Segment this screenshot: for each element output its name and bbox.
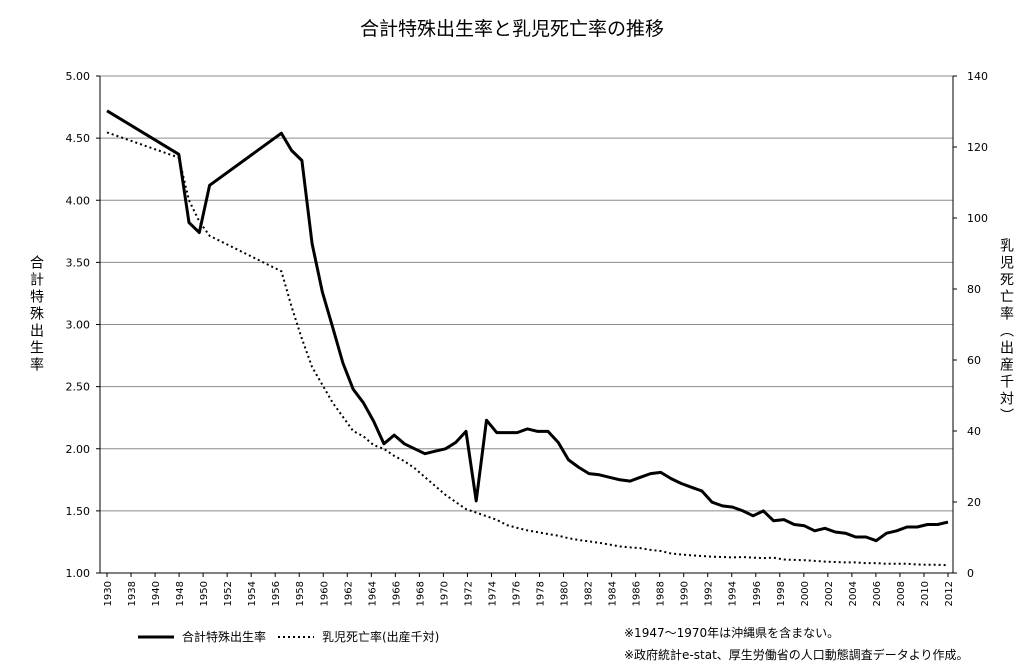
y-axis-right-ticks: 0 20 40 60 80 100 120 140 (953, 70, 988, 580)
x-tick-label: 1958 (295, 581, 306, 606)
x-tick-label: 1994 (728, 581, 739, 606)
y-axis-right-label: 乳児死亡率（出産千対） (998, 238, 1014, 425)
x-tick-label: 1998 (776, 581, 787, 606)
x-tick-label: 1990 (680, 581, 691, 606)
y-left-tick-label: 3.00 (66, 319, 91, 332)
notes: ※1947～1970年は沖縄県を含まない。 ※政府統計e-stat、厚生労働省の… (624, 622, 969, 666)
x-tick-label: 1970 (439, 581, 450, 606)
x-tick-label: 1966 (391, 581, 402, 606)
x-tick-label: 1952 (223, 581, 234, 606)
x-tick-label: 1980 (560, 581, 571, 606)
y-right-tick-label: 100 (967, 212, 988, 225)
y-left-tick-label: 3.50 (66, 256, 91, 269)
y-left-tick-label: 1.50 (66, 505, 91, 518)
x-tick-label: 2002 (824, 581, 835, 606)
x-tick-label: 2000 (800, 581, 811, 606)
legend-swatch-dotted (278, 635, 314, 638)
note-line: ※1947～1970年は沖縄県を含まない。 (624, 626, 840, 640)
y-right-tick-label: 140 (967, 70, 988, 83)
y-right-tick-label: 60 (967, 354, 981, 367)
y-right-tick-label: 0 (967, 567, 974, 580)
legend-swatch-solid (138, 635, 174, 638)
x-tick-label: 1992 (704, 581, 715, 606)
y-left-tick-label: 5.00 (66, 70, 91, 83)
y-left-tick-label: 1.00 (66, 567, 91, 580)
series-line-imr (106, 131, 949, 567)
legend-item-imr: 乳児死亡率(出産千対) (278, 628, 439, 645)
y-right-tick-label: 80 (967, 283, 981, 296)
note-line: ※政府統計e-stat、厚生労働省の人口動態調査データより作成。 (624, 648, 969, 662)
x-tick-label: 1938 (127, 581, 138, 606)
x-tick-label: 1978 (536, 581, 547, 606)
y-left-tick-label: 4.50 (66, 132, 91, 145)
x-tick-label: 1962 (343, 581, 354, 606)
x-tick-label: 1948 (175, 581, 186, 606)
series-lines (106, 109, 949, 567)
chart-title: 合計特殊出生率と乳児死亡率の推移 (359, 18, 664, 40)
x-tick-label: 1972 (463, 581, 474, 606)
x-tick-label: 1968 (415, 581, 426, 606)
x-tick-label: 2012 (944, 581, 955, 606)
x-tick-label: 2010 (920, 581, 931, 606)
x-tick-label: 1930 (103, 581, 114, 606)
legend-item-tfr: 合計特殊出生率 (138, 628, 266, 645)
x-tick-label: 1940 (151, 581, 162, 606)
y-left-tick-label: 2.00 (66, 443, 91, 456)
x-tick-label: 1986 (632, 581, 643, 606)
x-tick-label: 1976 (511, 581, 522, 606)
y-right-tick-label: 40 (967, 425, 981, 438)
y-right-tick-label: 20 (967, 496, 981, 509)
y-right-tick-label: 120 (967, 141, 988, 154)
x-tick-label: 1988 (656, 581, 667, 606)
series-line-tfr (106, 109, 949, 543)
x-tick-label: 1974 (487, 581, 498, 606)
legend-label-imr: 乳児死亡率(出産千対) (322, 630, 440, 644)
x-tick-label: 1960 (319, 581, 330, 606)
x-axis-ticks: 1930 1938 1940 1948 1950 1952 1954 1956 1958 1960… (103, 573, 955, 606)
x-tick-label: 1954 (247, 581, 258, 606)
y-left-tick-label: 2.50 (66, 381, 91, 394)
x-tick-label: 1984 (608, 581, 619, 606)
legend-label-tfr: 合計特殊出生率 (182, 630, 267, 644)
x-tick-label: 1982 (584, 581, 595, 606)
x-tick-label: 1996 (752, 581, 763, 606)
x-tick-label: 1950 (199, 581, 210, 606)
y-axis-left-label: 合計特殊出生率 (28, 255, 44, 374)
x-tick-label: 2004 (848, 581, 859, 606)
x-tick-label: 1956 (271, 581, 282, 606)
x-tick-label: 2008 (896, 581, 907, 606)
x-tick-label: 1964 (367, 581, 378, 606)
y-axis-left-ticks: 1.00 1.50 2.00 2.50 3.00 3.50 4.00 4.50 5.00 (66, 70, 100, 580)
x-tick-label: 2006 (872, 581, 883, 606)
grid-lines (99, 75, 954, 574)
y-left-tick-label: 4.00 (66, 194, 91, 207)
